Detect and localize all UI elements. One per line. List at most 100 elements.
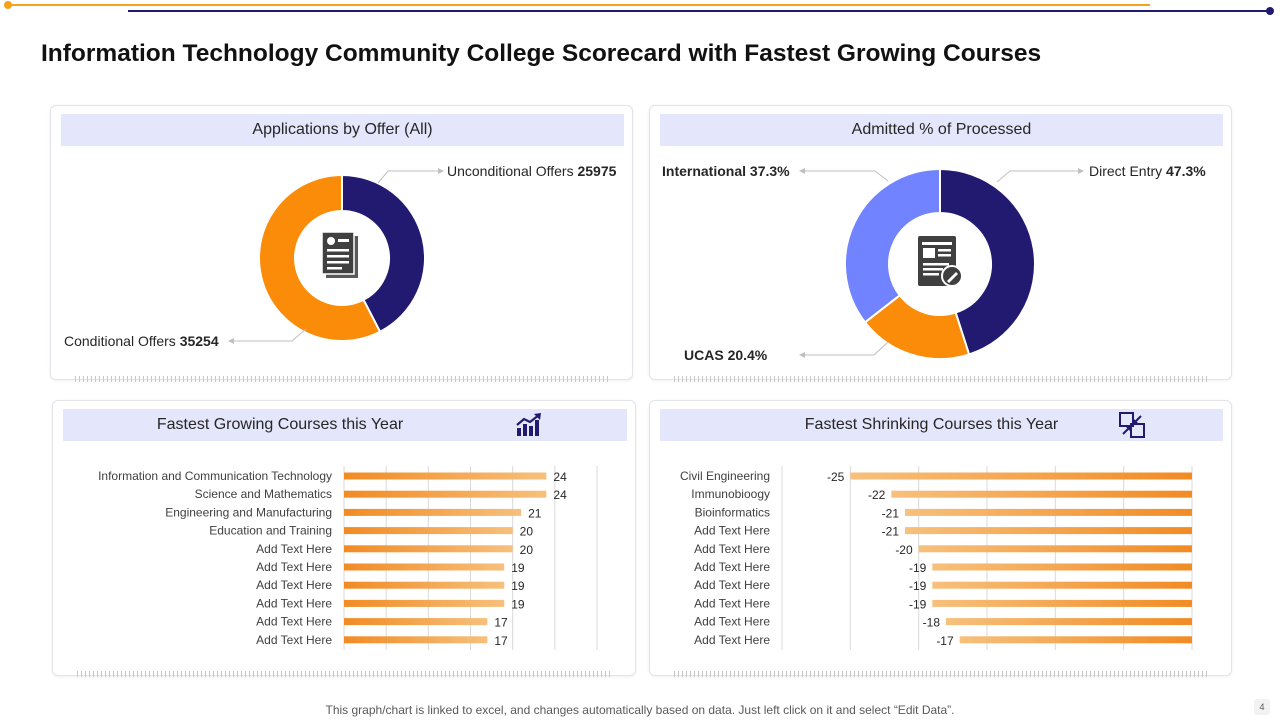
shr-bar[interactable] (946, 618, 1192, 626)
shr-category-label: Add Text Here (694, 542, 770, 556)
shr-category-label: Bioinformatics (695, 505, 770, 519)
grow-bar[interactable] (344, 599, 505, 607)
shr-category-label: Civil Engineering (680, 469, 770, 483)
direct-entry-name: Direct Entry (1089, 163, 1163, 179)
admitted-panel-title: Admitted % of Processed (851, 121, 1032, 138)
growing-panel-header: Fastest Growing Courses this Year (63, 409, 627, 441)
grow-bar[interactable] (344, 472, 547, 480)
ucas-label: UCAS 20.4% (684, 347, 767, 363)
shr-category-label: Add Text Here (694, 560, 770, 574)
top-accent-line-orange (8, 4, 1150, 6)
shr-value-label: -19 (909, 597, 927, 611)
shr-value-label: -22 (868, 488, 886, 502)
shr-category-label: Add Text Here (694, 524, 770, 538)
grow-category-label: Education and Training (209, 524, 332, 538)
shr-category-label: Add Text Here (694, 578, 770, 592)
shr-value-label: -20 (895, 543, 913, 557)
applications-panel-title: Applications by Offer (All) (252, 121, 433, 138)
shr-value-label: -21 (882, 506, 900, 520)
grow-category-label: Add Text Here (256, 596, 332, 610)
shrink-arrows-icon (1119, 412, 1145, 438)
unconditional-offers-name: Unconditional Offers (447, 163, 574, 179)
shrinking-panel: Fastest Shrinking Courses this Year (649, 400, 1232, 677)
grow-category-label: Add Text Here (256, 615, 332, 629)
grow-bar[interactable] (344, 527, 513, 535)
grow-category-label: Engineering and Manufacturing (165, 505, 332, 519)
grow-value-label: 19 (511, 579, 525, 593)
shr-value-label: -19 (909, 561, 927, 575)
grow-value-label: 24 (553, 488, 567, 502)
grow-value-label: 20 (520, 543, 534, 557)
grow-category-label: Add Text Here (256, 560, 332, 574)
grow-value-label: 19 (511, 561, 525, 575)
growth-chart-icon (516, 413, 541, 436)
admitted-donut-chart[interactable] (840, 164, 1040, 364)
shr-bar[interactable] (918, 545, 1192, 553)
grow-category-label: Add Text Here (256, 633, 332, 647)
grow-bar[interactable] (344, 508, 522, 516)
admitted-panel-header: Admitted % of Processed (660, 114, 1223, 146)
grow-category-label: Add Text Here (256, 542, 332, 556)
growing-bar-chart[interactable]: Information and Communication Technology… (60, 464, 620, 654)
growing-panel-title: Fastest Growing Courses this Year (156, 416, 404, 433)
shr-bar[interactable] (932, 599, 1192, 607)
top-accent-line-navy (128, 10, 1268, 12)
grow-category-label: Add Text Here (256, 578, 332, 592)
top-accent-dot-orange (4, 1, 12, 9)
international-value: 37.3% (749, 163, 790, 179)
shr-value-label: -25 (827, 470, 845, 484)
page-title: Information Technology Community College… (41, 40, 1042, 67)
shr-bar[interactable] (905, 527, 1192, 535)
grow-value-label: 17 (494, 634, 508, 648)
applications-donut-chart[interactable] (250, 166, 434, 350)
shrinking-panel-title: Fastest Shrinking Courses this Year (804, 416, 1059, 433)
direct-entry-value: 47.3% (1166, 163, 1206, 179)
footer-note: This graph/chart is linked to excel, and… (325, 703, 955, 717)
admitted-slice-international[interactable] (844, 167, 941, 324)
document-icon (321, 231, 358, 278)
admitted-slice-direct-entry[interactable] (939, 167, 1036, 356)
panel-hatch-divider (674, 671, 1209, 677)
ucas-name: UCAS (684, 347, 724, 363)
grow-value-label: 17 (494, 616, 508, 630)
direct-entry-label: Direct Entry 47.3% (1089, 163, 1206, 179)
grow-bar[interactable] (344, 545, 513, 553)
form-edit-icon (918, 236, 963, 287)
ucas-value: 20.4% (727, 347, 768, 363)
shr-bar[interactable] (932, 581, 1192, 589)
grow-bar[interactable] (344, 490, 547, 498)
grow-bar[interactable] (344, 618, 488, 626)
grow-bar[interactable] (344, 581, 505, 589)
grow-value-label: 21 (528, 506, 542, 520)
shr-value-label: -21 (882, 525, 900, 539)
grow-category-label: Science and Mathematics (195, 487, 332, 501)
unconditional-offers-value: 25975 (577, 163, 617, 179)
shr-category-label: Add Text Here (694, 615, 770, 629)
international-name: International (662, 163, 747, 179)
applications-panel-header: Applications by Offer (All) (61, 114, 624, 146)
international-label: International 37.3% (662, 163, 790, 179)
grow-value-label: 24 (553, 470, 567, 484)
shr-category-label: Add Text Here (694, 633, 770, 647)
panel-hatch-divider (77, 671, 612, 677)
shr-value-label: -19 (909, 579, 927, 593)
shr-bar[interactable] (959, 636, 1192, 644)
conditional-offers-name: Conditional Offers (64, 333, 176, 349)
unconditional-offers-label: Unconditional Offers 25975 (447, 163, 616, 179)
shr-bar[interactable] (850, 472, 1192, 480)
grow-value-label: 19 (511, 597, 525, 611)
top-accent-dot-navy (1266, 7, 1274, 15)
shrinking-bar-chart[interactable]: Civil Engineering Immunobioogy Bioinformat… (660, 464, 1220, 654)
conditional-offers-label: Conditional Offers 35254 (64, 333, 219, 349)
applications-slice-unconditional-offers[interactable] (341, 173, 426, 334)
shr-bar[interactable] (891, 490, 1192, 498)
grow-bar[interactable] (344, 563, 505, 571)
applications-slice-conditional-offers[interactable] (258, 173, 382, 342)
conditional-offers-value: 35254 (179, 333, 219, 349)
page-number: 4 (1254, 699, 1270, 715)
grow-bar[interactable] (344, 636, 488, 644)
shr-value-label: -18 (923, 616, 941, 630)
shr-bar[interactable] (905, 508, 1192, 516)
shr-bar[interactable] (932, 563, 1192, 571)
panel-hatch-divider (75, 376, 610, 382)
